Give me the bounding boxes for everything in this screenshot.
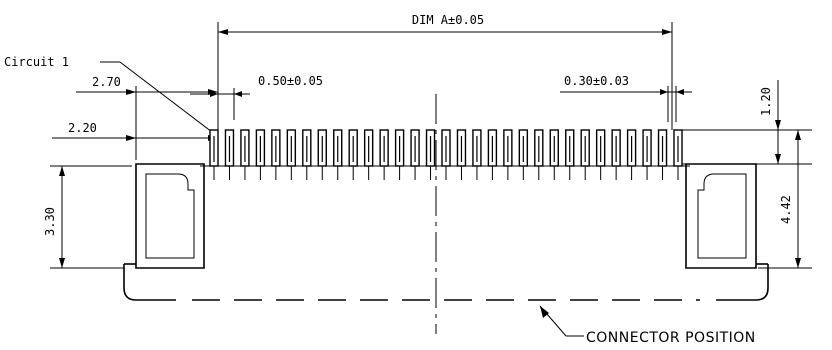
pin	[302, 129, 312, 180]
pin	[286, 129, 297, 180]
dim-3-30-label: 3.30	[43, 207, 57, 236]
dim-2-20: 2.20	[52, 121, 218, 141]
pin	[580, 129, 590, 180]
pin	[394, 129, 405, 180]
dim-4-42-label: 4.42	[779, 195, 793, 224]
circuit-1-label: Circuit 1	[4, 55, 69, 69]
pin	[224, 129, 235, 180]
pin	[534, 129, 544, 180]
connector-position-label: CONNECTOR POSITION	[586, 330, 756, 346]
dim-3-30: 3.30	[43, 165, 132, 269]
pin-width-dimension: 0.30±0.03	[560, 74, 692, 122]
pin	[348, 129, 358, 180]
pin	[255, 129, 266, 180]
pin	[626, 129, 637, 180]
pin	[333, 129, 343, 180]
circuit-1-callout: Circuit 1	[4, 55, 213, 133]
pin-row	[200, 129, 690, 180]
pin	[441, 129, 451, 180]
pin	[425, 129, 436, 180]
pin	[673, 129, 683, 180]
connector-position-callout: CONNECTOR POSITION	[539, 305, 756, 346]
pin	[611, 129, 621, 180]
pin	[472, 129, 482, 180]
pin	[565, 129, 575, 180]
pin-width-label: 0.30±0.03	[564, 74, 629, 88]
dim-a-label: DIM A±0.05	[412, 13, 484, 27]
left-mounting-pad	[135, 163, 205, 269]
dim-a-dimension: DIM A±0.05	[217, 13, 673, 138]
dim-2-70: 2.70	[76, 75, 218, 160]
pin	[549, 129, 559, 180]
pin	[363, 129, 374, 180]
dim-2-20-label: 2.20	[68, 121, 97, 135]
dim-1-20: 1.20	[676, 80, 812, 165]
pin	[503, 129, 513, 180]
pin	[487, 129, 498, 180]
pin	[317, 129, 327, 180]
pin	[240, 129, 250, 180]
connector-outline	[123, 263, 769, 301]
pin	[595, 129, 606, 180]
pin	[209, 129, 219, 180]
pin	[642, 129, 652, 180]
pitch-dimension: 0.50±0.05	[190, 74, 323, 120]
right-mounting-pad	[685, 163, 757, 269]
pin	[410, 129, 420, 180]
dim-4-42: 4.42	[758, 130, 812, 269]
pin	[456, 129, 467, 180]
pin	[657, 129, 668, 180]
dim-2-70-label: 2.70	[92, 75, 121, 89]
pin	[379, 129, 389, 180]
pin	[518, 129, 529, 180]
pin	[271, 129, 281, 180]
dim-1-20-label: 1.20	[759, 87, 773, 116]
pitch-label: 0.50±0.05	[258, 74, 323, 88]
